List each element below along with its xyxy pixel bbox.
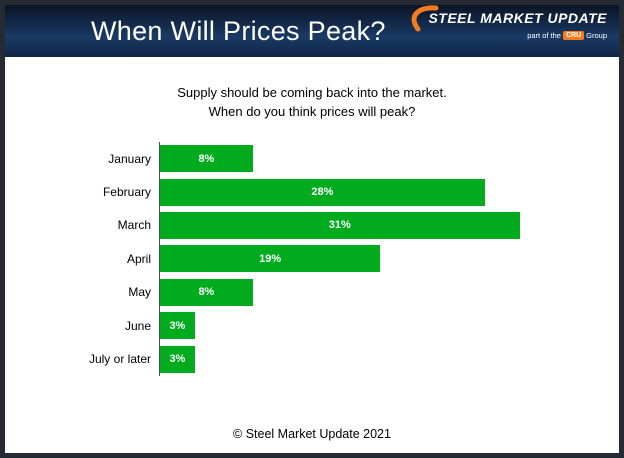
- bar-area: 8%: [159, 142, 619, 176]
- bar: 31%: [160, 211, 520, 239]
- bar-value-label: 8%: [198, 286, 215, 299]
- tagline-prefix: part of the: [527, 30, 561, 40]
- smu-logo: STEEL MARKET UPDATE part of the CRU Grou…: [412, 5, 607, 40]
- category-label: April: [126, 251, 151, 266]
- header-bar: When Will Prices Peak? STEEL MARKET UPDA…: [5, 5, 619, 57]
- bar: 8%: [160, 145, 253, 173]
- bar-area: 28%: [159, 175, 619, 209]
- bar-area: 31%: [159, 208, 619, 243]
- tagline-suffix: Group: [586, 30, 607, 40]
- category-label: May: [128, 285, 151, 300]
- bar: 3%: [160, 312, 195, 340]
- bar: 3%: [160, 345, 195, 373]
- category-label: July or later: [88, 352, 151, 367]
- bar-value-label: 3%: [169, 353, 186, 366]
- chart-row: March 31%: [9, 208, 619, 243]
- subtitle-line-1: Supply should be coming back into the ma…: [177, 85, 447, 100]
- bar: 8%: [160, 278, 253, 306]
- logo-text: STEEL MARKET UPDATE: [428, 10, 607, 26]
- chart-row: February 28%: [9, 175, 619, 209]
- bar-area: 19%: [159, 242, 619, 276]
- swoosh-icon: [412, 5, 439, 32]
- copyright-text: © Steel Market Update 2021: [233, 427, 391, 441]
- category-label: February: [102, 185, 151, 200]
- bar: 19%: [160, 245, 381, 273]
- bar-area: 8%: [159, 275, 619, 309]
- bar-value-label: 28%: [311, 186, 334, 199]
- chart-row: June 3%: [9, 308, 619, 343]
- bar-area: 3%: [159, 342, 619, 376]
- bar-value-label: 31%: [328, 219, 351, 232]
- chart-row: July or later 3%: [9, 342, 619, 376]
- cru-badge: CRU: [562, 31, 585, 40]
- category-label: March: [117, 218, 151, 233]
- bar-value-label: 8%: [198, 152, 215, 165]
- bar-value-label: 3%: [169, 319, 186, 332]
- slide: When Will Prices Peak? STEEL MARKET UPDA…: [5, 5, 619, 453]
- bar-value-label: 19%: [259, 252, 282, 265]
- logo-tagline: part of the CRU Group: [414, 31, 607, 40]
- chart-row: April 19%: [9, 242, 619, 276]
- bar-area: 3%: [159, 308, 619, 343]
- page-title: When Will Prices Peak?: [91, 15, 386, 46]
- bar: 28%: [160, 178, 485, 206]
- chart-row: January 8%: [9, 142, 619, 176]
- subtitle-line-2: When do you think prices will peak?: [208, 104, 416, 119]
- chart-subtitle: Supply should be coming back into the ma…: [5, 83, 619, 121]
- bar-chart: January 8% February 28% March 31% April 19% May 8…: [9, 142, 619, 376]
- category-label: January: [108, 151, 151, 166]
- chart-row: May 8%: [9, 275, 619, 309]
- category-label: June: [124, 318, 151, 333]
